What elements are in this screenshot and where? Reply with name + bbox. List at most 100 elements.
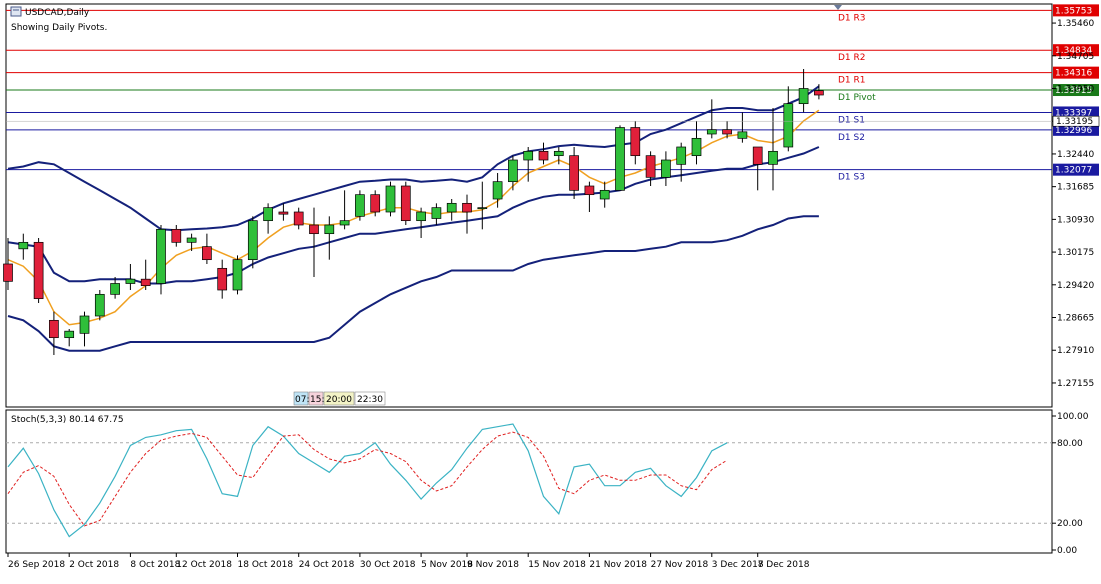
candle-body-21	[324, 224, 335, 235]
candle-body-44	[676, 146, 687, 165]
candle-body-49	[752, 146, 763, 165]
candle-42	[645, 151, 656, 186]
pivot-price-box-1	[1053, 44, 1099, 57]
candle-17	[263, 203, 273, 234]
pivot-price-0: 1.35753	[1055, 6, 1092, 16]
date-label-13: 7 Dec 2018	[758, 560, 810, 570]
session-tag-4: 22:30	[357, 395, 383, 405]
stoch-scale-0: 100.00	[1057, 412, 1089, 422]
pivot-price-box-5	[1053, 123, 1099, 136]
candle-body-30	[462, 202, 472, 213]
session-tag-1: 07:	[295, 395, 309, 405]
candle-47	[722, 121, 732, 139]
candle-body-4	[64, 330, 75, 339]
candle-36	[553, 147, 564, 165]
date-label-4: 18 Oct 2018	[238, 560, 294, 570]
date-label-3: 12 Oct 2018	[176, 560, 232, 570]
candle-44	[676, 142, 687, 182]
stochastic-indicator: 100.00 80.00 20.00 0.00	[6, 412, 1089, 556]
current-price-box	[1052, 115, 1100, 127]
candle-body-34	[523, 150, 534, 161]
main-pane-frame	[5, 3, 1053, 408]
pivot-name-4: D1 S1	[838, 115, 865, 125]
candle-body-20	[309, 224, 319, 235]
candle-31	[477, 181, 488, 230]
pivot-name-3: D1 Pivot	[838, 93, 876, 103]
candle-37	[569, 147, 579, 199]
pivot-price-box-6	[1053, 163, 1099, 176]
candle-body-31	[477, 207, 488, 210]
pivot-price-box-4	[1053, 106, 1099, 119]
candle-51	[783, 86, 794, 152]
pivot-price-1: 1.34834	[1055, 46, 1092, 56]
pivot-name-1: D1 R2	[838, 53, 866, 63]
symbol-header[interactable]: USDCAD,Daily	[10, 6, 90, 18]
date-label-1: 2 Oct 2018	[69, 560, 119, 570]
candle-38	[584, 181, 595, 212]
candle-43	[661, 151, 671, 186]
candle-6	[94, 290, 105, 321]
date-label-10: 21 Nov 2018	[589, 560, 647, 570]
candle-body-18	[278, 211, 289, 215]
candle-29	[446, 199, 457, 221]
price-tick-label-4: 1.32440	[1057, 150, 1094, 160]
session-tag-box-3	[323, 391, 355, 406]
chart-window-icon	[10, 6, 22, 17]
candle-body-1	[18, 241, 29, 250]
price-tick-label-5: 1.31685	[1057, 183, 1094, 193]
stoch-scale-2: 20.00	[1057, 519, 1083, 529]
candle-body-35	[538, 150, 549, 161]
candle-body-11	[171, 228, 182, 243]
date-label-0: 26 Sep 2018	[8, 560, 65, 570]
candle-49	[752, 146, 763, 191]
candle-body-25	[385, 185, 396, 213]
series-line-2	[7, 146, 820, 285]
candle-28	[431, 203, 442, 225]
price-tick-label-7: 1.30175	[1057, 248, 1094, 258]
price-tick-label-9: 1.28665	[1057, 314, 1094, 324]
candle-48	[737, 112, 748, 143]
candle-body-13	[202, 246, 212, 261]
candle-body-28	[431, 207, 442, 219]
candle-body-33	[508, 159, 518, 183]
candle-25	[385, 181, 396, 217]
candle-body-3	[49, 319, 59, 339]
candle-body-38	[584, 185, 595, 196]
current-price-label: 1.33195	[1056, 117, 1093, 127]
candle-50	[768, 108, 778, 191]
candle-32	[492, 173, 503, 208]
series-line-1	[7, 85, 820, 232]
stoch-scale-3: 0.00	[1057, 546, 1077, 556]
pivot-price-box-0	[1053, 4, 1099, 17]
candle-body-6	[94, 293, 105, 317]
candle-body-0	[3, 263, 13, 282]
candle-13	[202, 233, 212, 264]
candle-7	[110, 277, 120, 299]
candle-18	[278, 203, 289, 221]
date-label-11: 27 Nov 2018	[651, 560, 709, 570]
candle-body-29	[446, 202, 457, 213]
date-label-6: 30 Oct 2018	[360, 560, 416, 570]
candle-52	[798, 69, 809, 113]
candle-body-10	[156, 228, 166, 284]
candle-23	[355, 190, 365, 221]
pivot-price-2: 1.34316	[1055, 69, 1092, 79]
candle-body-46	[706, 129, 717, 135]
candle-body-37	[569, 155, 579, 191]
candle-9	[140, 259, 151, 290]
candle-35	[538, 142, 549, 165]
candle-body-48	[737, 131, 748, 139]
pivot-price-6: 1.32077	[1055, 166, 1092, 176]
candle-body-24	[370, 194, 381, 213]
session-tag-box-1	[293, 391, 309, 406]
candle-3	[49, 311, 59, 355]
candle-body-17	[263, 207, 273, 222]
candle-body-5	[79, 315, 90, 334]
price-tick-label-11: 1.27155	[1057, 379, 1094, 389]
candle-24	[370, 190, 381, 217]
price-tick-label-2: 1.33950	[1057, 85, 1094, 95]
candle-40	[615, 125, 625, 191]
candle-body-32	[492, 181, 503, 200]
stoch-scale-1: 80.00	[1057, 439, 1083, 449]
date-label-2: 8 Oct 2018	[130, 560, 180, 570]
